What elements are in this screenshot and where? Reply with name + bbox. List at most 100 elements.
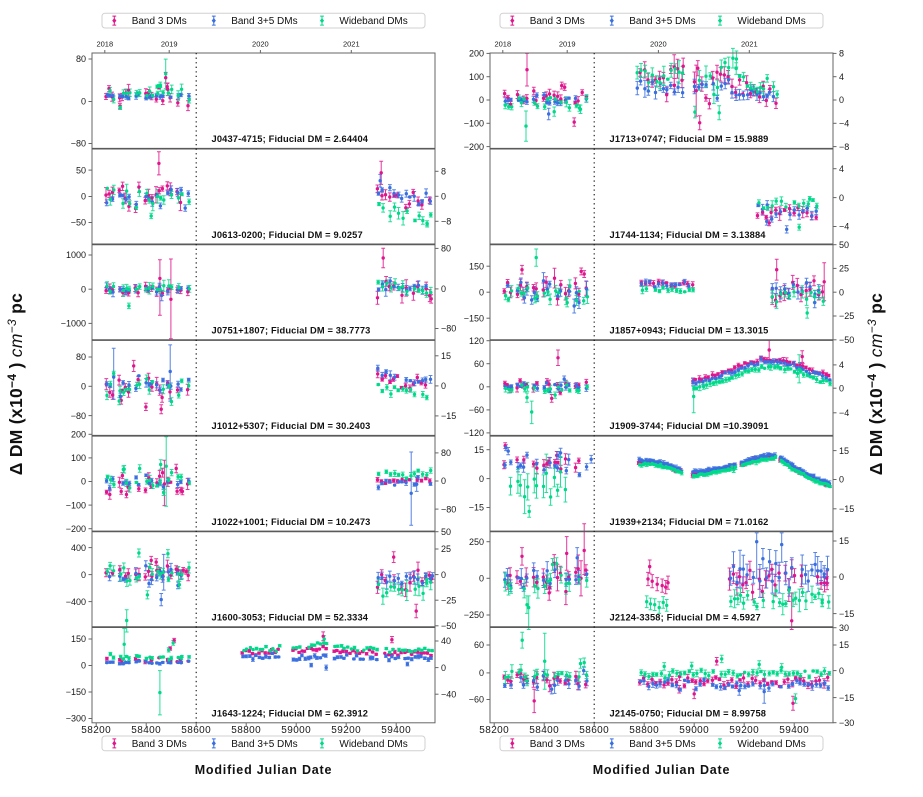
svg-text:2020: 2020 <box>650 40 667 49</box>
svg-text:−80: −80 <box>71 139 86 149</box>
svg-text:58800: 58800 <box>231 725 261 736</box>
svg-text:0: 0 <box>839 193 844 203</box>
svg-text:Wideband DMs: Wideband DMs <box>737 739 805 750</box>
svg-text:−80: −80 <box>441 504 456 514</box>
svg-text:0: 0 <box>479 668 484 678</box>
svg-text:J2145-0750; Fiducial DM = 8.99: J2145-0750; Fiducial DM = 8.99758 <box>610 708 767 718</box>
svg-text:Wideband DMs: Wideband DMs <box>737 16 805 27</box>
svg-text:−80: −80 <box>71 411 86 421</box>
svg-text:58400: 58400 <box>131 725 161 736</box>
svg-text:−25: −25 <box>441 595 456 605</box>
svg-text:15: 15 <box>839 536 849 546</box>
svg-text:0: 0 <box>839 287 844 297</box>
svg-text:200: 200 <box>469 49 484 59</box>
svg-text:4: 4 <box>839 360 844 370</box>
svg-text:Band 3 DMs: Band 3 DMs <box>530 739 585 750</box>
svg-text:4: 4 <box>839 72 844 82</box>
svg-text:0: 0 <box>479 382 484 392</box>
svg-text:Band 3+5 DMs: Band 3+5 DMs <box>629 739 695 750</box>
svg-text:−15: −15 <box>839 609 854 619</box>
svg-text:0: 0 <box>441 476 446 486</box>
svg-text:59200: 59200 <box>331 725 361 736</box>
svg-text:40: 40 <box>441 636 451 646</box>
svg-text:−15: −15 <box>441 411 456 421</box>
svg-text:−50: −50 <box>839 335 854 345</box>
svg-text:58600: 58600 <box>181 725 211 736</box>
svg-text:8: 8 <box>839 49 844 59</box>
svg-text:0: 0 <box>479 574 484 584</box>
svg-text:J1012+5307; Fiducial DM = 30.2: J1012+5307; Fiducial DM = 30.2403 <box>212 421 371 431</box>
svg-text:400: 400 <box>71 543 86 553</box>
svg-text:0: 0 <box>81 284 86 294</box>
svg-text:2019: 2019 <box>161 40 178 49</box>
svg-text:0: 0 <box>81 192 86 202</box>
svg-text:58800: 58800 <box>629 725 659 736</box>
svg-text:−50: −50 <box>71 218 86 228</box>
svg-text:0: 0 <box>839 383 844 393</box>
svg-text:−150: −150 <box>66 687 86 697</box>
svg-text:−15: −15 <box>469 503 484 513</box>
svg-text:50: 50 <box>839 240 849 250</box>
svg-text:58600: 58600 <box>579 725 609 736</box>
svg-text:Modified Julian Date: Modified Julian Date <box>195 763 333 777</box>
svg-text:−15: −15 <box>839 693 854 703</box>
svg-text:Δ DM (x10−4 ) cm−3 pc: Δ DM (x10−4 ) cm−3 pc <box>865 293 886 475</box>
svg-text:0: 0 <box>441 192 446 202</box>
svg-text:Band 3 DMs: Band 3 DMs <box>530 16 585 27</box>
svg-text:−250: −250 <box>464 610 484 620</box>
svg-text:150: 150 <box>469 261 484 271</box>
svg-text:0: 0 <box>479 287 484 297</box>
svg-text:30: 30 <box>839 623 849 633</box>
svg-text:J1643-1224; Fiducial DM = 62.3: J1643-1224; Fiducial DM = 62.3912 <box>212 708 369 718</box>
svg-text:Wideband DMs: Wideband DMs <box>339 16 407 27</box>
svg-text:2021: 2021 <box>343 40 360 49</box>
svg-text:Band 3+5 DMs: Band 3+5 DMs <box>629 16 695 27</box>
svg-text:−60: −60 <box>469 695 484 705</box>
svg-text:1000: 1000 <box>66 250 86 260</box>
svg-text:0: 0 <box>479 474 484 484</box>
svg-text:−400: −400 <box>66 597 86 607</box>
svg-text:80: 80 <box>441 448 451 458</box>
svg-text:J1857+0943; Fiducial DM = 13.3: J1857+0943; Fiducial DM = 13.3015 <box>610 326 769 336</box>
svg-text:−60: −60 <box>469 405 484 415</box>
svg-text:Wideband DMs: Wideband DMs <box>339 739 407 750</box>
svg-text:Band 3 DMs: Band 3 DMs <box>132 739 187 750</box>
svg-text:0: 0 <box>81 570 86 580</box>
svg-text:−30: −30 <box>839 718 854 728</box>
svg-text:0: 0 <box>441 570 446 580</box>
svg-text:−25: −25 <box>839 311 854 321</box>
svg-text:J0437-4715; Fiducial DM = 2.64: J0437-4715; Fiducial DM = 2.64404 <box>212 134 369 144</box>
svg-text:100: 100 <box>469 72 484 82</box>
svg-text:J1713+0747; Fiducial DM = 15.9: J1713+0747; Fiducial DM = 15.9889 <box>610 134 769 144</box>
svg-text:0: 0 <box>81 477 86 487</box>
svg-text:200: 200 <box>71 430 86 440</box>
svg-text:0: 0 <box>839 475 844 485</box>
svg-text:2019: 2019 <box>559 40 576 49</box>
svg-text:−4: −4 <box>839 408 849 418</box>
svg-text:59200: 59200 <box>729 725 759 736</box>
svg-text:J1022+1001; Fiducial DM = 10.2: J1022+1001; Fiducial DM = 10.2473 <box>212 517 371 527</box>
svg-text:8: 8 <box>441 167 446 177</box>
svg-text:59000: 59000 <box>679 725 709 736</box>
svg-text:0: 0 <box>81 661 86 671</box>
svg-text:58200: 58200 <box>479 725 509 736</box>
svg-text:J1939+2134; Fiducial DM = 71.0: J1939+2134; Fiducial DM = 71.0162 <box>610 517 769 527</box>
svg-text:2018: 2018 <box>96 40 113 49</box>
svg-text:Band 3+5 DMs: Band 3+5 DMs <box>231 739 297 750</box>
svg-text:−80: −80 <box>441 324 456 334</box>
svg-text:−1000: −1000 <box>61 319 86 329</box>
svg-text:60: 60 <box>474 359 484 369</box>
svg-text:−4: −4 <box>839 222 849 232</box>
svg-text:59400: 59400 <box>381 725 411 736</box>
svg-text:−200: −200 <box>66 524 86 534</box>
svg-text:120: 120 <box>469 336 484 346</box>
svg-text:50: 50 <box>441 527 451 537</box>
svg-text:−4: −4 <box>839 119 849 129</box>
svg-text:−200: −200 <box>464 142 484 152</box>
svg-text:−150: −150 <box>464 313 484 323</box>
svg-text:58200: 58200 <box>81 725 111 736</box>
svg-text:2018: 2018 <box>494 40 511 49</box>
svg-text:−100: −100 <box>464 119 484 129</box>
svg-text:J1600-3053; Fiducial DM = 52.3: J1600-3053; Fiducial DM = 52.3334 <box>212 613 369 623</box>
svg-text:−300: −300 <box>66 714 86 724</box>
